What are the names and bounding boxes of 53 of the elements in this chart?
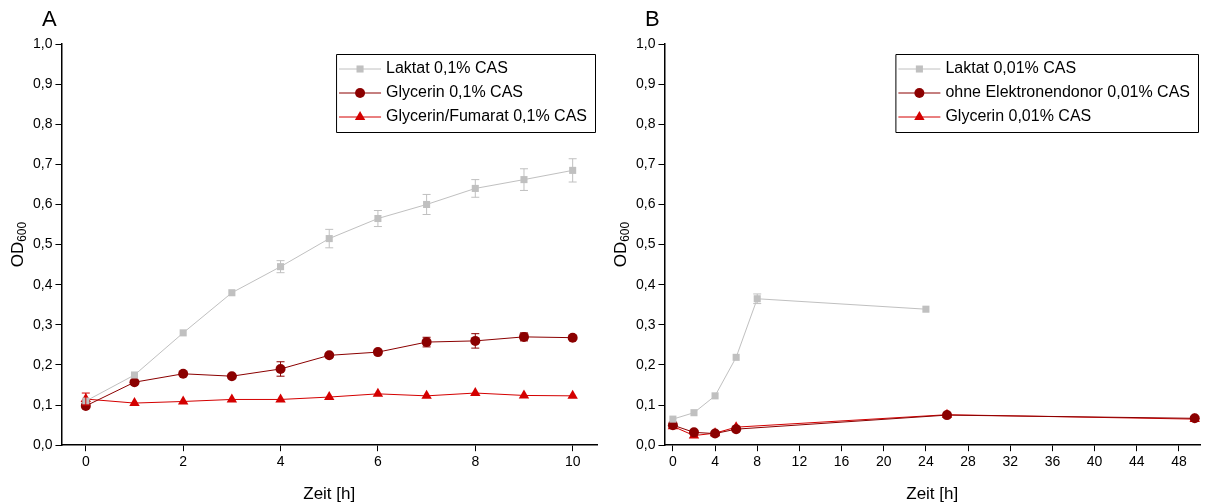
x-tick-label: 10 bbox=[564, 453, 581, 470]
y-tick-label: 0,0 bbox=[32, 436, 53, 453]
x-tick-label: 4 bbox=[276, 453, 285, 470]
chart-title: A bbox=[42, 6, 57, 31]
y-tick-label: 0,0 bbox=[635, 436, 656, 453]
legend-label: Laktat 0,01% CAS bbox=[945, 59, 1077, 77]
x-tick-label: 8 bbox=[471, 453, 480, 470]
x-tick-label: 4 bbox=[711, 453, 720, 470]
x-tick-label: 2 bbox=[179, 453, 188, 470]
y-tick-label: 1,0 bbox=[635, 34, 656, 51]
y-tick-label: 0,9 bbox=[32, 74, 53, 91]
chart-title: B bbox=[645, 6, 660, 31]
y-tick-label: 0,2 bbox=[635, 355, 656, 372]
legend-label: Glycerin/Fumarat 0,1% CAS bbox=[386, 107, 587, 125]
y-tick-label: 0,8 bbox=[635, 115, 656, 132]
x-tick-label: 16 bbox=[833, 453, 850, 470]
legend-label: Glycerin 0,01% CAS bbox=[945, 107, 1092, 125]
x-tick-label: 44 bbox=[1128, 453, 1145, 470]
y-tick-label: 0,7 bbox=[32, 155, 53, 172]
y-tick-label: 0,3 bbox=[635, 315, 656, 332]
y-tick-label: 0,1 bbox=[32, 395, 53, 412]
y-tick-label: 0,4 bbox=[635, 275, 656, 292]
x-tick-label: 8 bbox=[753, 453, 762, 470]
x-axis-title: Zeit [h] bbox=[906, 483, 959, 503]
y-tick-label: 0,6 bbox=[635, 195, 656, 212]
legend-label: ohne Elektronendonor 0,01% CAS bbox=[945, 83, 1190, 101]
x-tick-label: 20 bbox=[875, 453, 892, 470]
x-tick-label: 40 bbox=[1086, 453, 1103, 470]
x-tick-label: 6 bbox=[374, 453, 383, 470]
x-tick-label: 28 bbox=[960, 453, 977, 470]
y-tick-label: 0,9 bbox=[635, 74, 656, 91]
y-tick-label: 0,2 bbox=[32, 355, 53, 372]
y-tick-label: 0,6 bbox=[32, 195, 53, 212]
y-tick-label: 0,5 bbox=[635, 235, 656, 252]
legend-label: Laktat 0,1% CAS bbox=[386, 59, 508, 77]
y-axis-title: OD600 bbox=[7, 221, 30, 268]
y-tick-label: 0,8 bbox=[32, 115, 53, 132]
y-tick-label: 0,7 bbox=[635, 155, 656, 172]
x-tick-label: 24 bbox=[918, 453, 934, 470]
x-axis-title: Zeit [h] bbox=[303, 483, 356, 503]
x-tick-label: 12 bbox=[791, 453, 808, 470]
y-tick-label: 1,0 bbox=[32, 34, 53, 51]
x-tick-label: 0 bbox=[81, 453, 90, 470]
x-tick-label: 32 bbox=[1002, 453, 1019, 470]
legend-label: Glycerin 0,1% CAS bbox=[386, 83, 523, 101]
x-tick-label: 0 bbox=[669, 453, 677, 470]
y-tick-label: 0,4 bbox=[32, 275, 53, 292]
x-tick-label: 36 bbox=[1044, 453, 1061, 470]
y-axis-title: OD600 bbox=[610, 221, 633, 268]
y-tick-label: 0,5 bbox=[32, 235, 53, 252]
y-tick-label: 0,3 bbox=[32, 315, 53, 332]
x-tick-label: 48 bbox=[1171, 453, 1187, 470]
y-tick-label: 0,1 bbox=[635, 395, 656, 412]
